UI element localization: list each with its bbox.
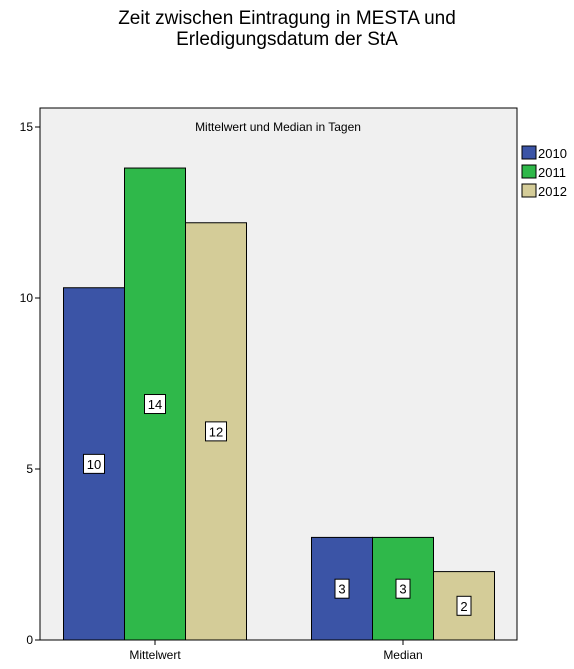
data-label-box	[334, 578, 350, 599]
data-label-box	[395, 578, 411, 599]
data-label: 12	[209, 424, 223, 439]
y-axis: 0 5 10 15	[20, 120, 40, 647]
legend: 2010 2011 2012	[521, 145, 567, 199]
y-tick-label: 0	[26, 633, 33, 647]
data-label: 2	[460, 599, 467, 614]
chart-title: Zeit zwischen Eintragung in MESTA und Er…	[0, 8, 574, 50]
data-label-box	[144, 394, 166, 415]
chart-title-line-2: Erledigungsdatum der StA	[176, 29, 398, 50]
y-tick-label: 5	[26, 462, 33, 476]
y-tick-label: 10	[20, 291, 34, 305]
legend-label-2010: 2010	[538, 146, 567, 161]
data-label: 14	[148, 397, 162, 412]
legend-swatch-2011	[521, 164, 537, 179]
x-category-label: Mittelwert	[129, 648, 181, 662]
data-label: 3	[338, 582, 345, 597]
data-label-box	[205, 421, 227, 442]
data-label-box	[83, 453, 105, 474]
legend-label-2011: 2011	[538, 165, 566, 180]
data-label: 3	[399, 582, 406, 597]
x-category-label: Median	[383, 648, 422, 662]
y-tick-label: 15	[20, 120, 34, 134]
legend-label-2012: 2012	[538, 184, 567, 199]
data-label: 10	[87, 457, 101, 472]
inner-chart-title: Mittelwert und Median in Tagen	[195, 120, 361, 134]
x-axis: Mittelwert Median	[129, 640, 423, 662]
legend-swatch-2012	[521, 183, 537, 198]
chart-title-line-1: Zeit zwischen Eintragung in MESTA und	[118, 8, 456, 29]
legend-swatch-2010	[521, 145, 537, 160]
data-labels-group: 10 14 12 3 3 2	[83, 394, 472, 616]
data-label-box	[456, 595, 472, 616]
